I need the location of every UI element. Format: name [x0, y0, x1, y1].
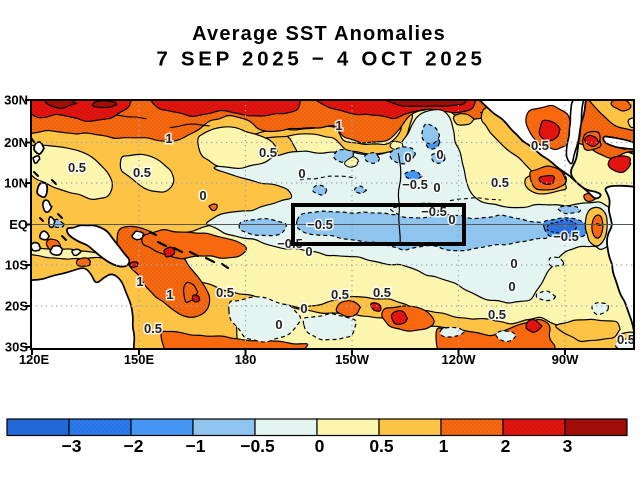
svg-text:0: 0: [404, 150, 411, 165]
svg-text:−1: −1: [186, 436, 206, 456]
svg-text:Average SST Anomalies: Average SST Anomalies: [192, 23, 446, 45]
svg-text:0: 0: [448, 212, 455, 227]
svg-text:0: 0: [305, 244, 312, 259]
svg-text:0.5: 0.5: [133, 165, 151, 180]
svg-text:0.5: 0.5: [331, 287, 349, 302]
svg-text:30N: 30N: [4, 93, 28, 108]
svg-text:150E: 150E: [124, 352, 155, 367]
svg-text:0.5: 0.5: [617, 332, 635, 347]
svg-text:−2: −2: [124, 436, 144, 456]
svg-text:0.5: 0.5: [68, 160, 86, 175]
svg-text:0: 0: [433, 180, 440, 195]
svg-text:0: 0: [510, 256, 517, 271]
svg-text:1: 1: [166, 287, 173, 302]
svg-text:−0.5: −0.5: [277, 236, 303, 251]
svg-text:0: 0: [298, 166, 305, 181]
svg-text:10S: 10S: [5, 258, 28, 273]
svg-text:20S: 20S: [5, 299, 28, 314]
svg-text:10N: 10N: [4, 176, 28, 191]
svg-text:3: 3: [563, 436, 573, 456]
svg-text:180: 180: [235, 352, 257, 367]
svg-text:0.5: 0.5: [488, 307, 506, 322]
svg-text:0: 0: [436, 147, 443, 162]
svg-text:0.5: 0.5: [259, 145, 277, 160]
svg-text:120E: 120E: [19, 352, 50, 367]
svg-text:0: 0: [510, 256, 517, 271]
svg-text:0.5: 0.5: [259, 145, 277, 160]
svg-text:EQ: EQ: [9, 217, 28, 232]
svg-text:0: 0: [315, 436, 325, 456]
svg-text:0.5: 0.5: [133, 165, 151, 180]
svg-text:−0.5: −0.5: [307, 217, 333, 232]
svg-text:7 SEP 2025 − 4 OCT 2025: 7 SEP 2025 − 4 OCT 2025: [156, 48, 485, 71]
svg-text:0: 0: [298, 166, 305, 181]
svg-text:−3: −3: [62, 436, 82, 456]
svg-text:−0.5: −0.5: [240, 436, 275, 456]
svg-text:0: 0: [199, 188, 206, 203]
svg-text:0: 0: [433, 180, 440, 195]
svg-text:0.5: 0.5: [617, 332, 635, 347]
svg-text:1: 1: [335, 118, 342, 133]
svg-text:−0.5: −0.5: [421, 204, 447, 219]
svg-text:1: 1: [335, 118, 342, 133]
svg-text:−0.5: −0.5: [553, 229, 579, 244]
svg-text:1: 1: [166, 287, 173, 302]
svg-text:20N: 20N: [4, 135, 28, 150]
svg-text:30S: 30S: [5, 340, 28, 355]
svg-text:0.5: 0.5: [373, 285, 391, 300]
svg-text:0.5: 0.5: [216, 285, 234, 300]
svg-text:0.5: 0.5: [531, 138, 549, 153]
svg-text:−0.5: −0.5: [402, 177, 428, 192]
svg-text:0: 0: [436, 147, 443, 162]
svg-text:0.5: 0.5: [68, 160, 86, 175]
svg-text:1: 1: [165, 131, 172, 146]
svg-text:0.5: 0.5: [216, 285, 234, 300]
svg-text:−0.5: −0.5: [553, 229, 579, 244]
svg-text:0: 0: [199, 188, 206, 203]
svg-text:0.5: 0.5: [491, 175, 509, 190]
svg-text:−0.5: −0.5: [402, 177, 428, 192]
svg-text:0.5: 0.5: [488, 307, 506, 322]
svg-text:0: 0: [508, 279, 515, 294]
svg-text:0: 0: [448, 212, 455, 227]
svg-text:90W: 90W: [552, 352, 579, 367]
svg-text:0.5: 0.5: [144, 321, 162, 336]
svg-text:−0.5: −0.5: [307, 217, 333, 232]
svg-text:0.5: 0.5: [331, 287, 349, 302]
svg-text:0: 0: [300, 301, 307, 316]
svg-text:0: 0: [305, 244, 312, 259]
svg-text:0: 0: [508, 279, 515, 294]
svg-text:1: 1: [136, 274, 143, 289]
svg-text:0.5: 0.5: [369, 436, 394, 456]
svg-text:0.5: 0.5: [491, 175, 509, 190]
svg-text:2: 2: [501, 436, 511, 456]
svg-text:−0.5: −0.5: [277, 236, 303, 251]
svg-text:150W: 150W: [335, 352, 370, 367]
svg-text:0.5: 0.5: [531, 138, 549, 153]
svg-text:0: 0: [300, 301, 307, 316]
svg-text:0.5: 0.5: [144, 321, 162, 336]
svg-text:1: 1: [439, 436, 449, 456]
svg-text:0: 0: [275, 317, 282, 332]
svg-text:1: 1: [165, 131, 172, 146]
svg-text:0.5: 0.5: [373, 285, 391, 300]
svg-text:0: 0: [275, 317, 282, 332]
svg-text:120W: 120W: [442, 352, 477, 367]
svg-text:0: 0: [404, 150, 411, 165]
svg-text:1: 1: [136, 274, 143, 289]
